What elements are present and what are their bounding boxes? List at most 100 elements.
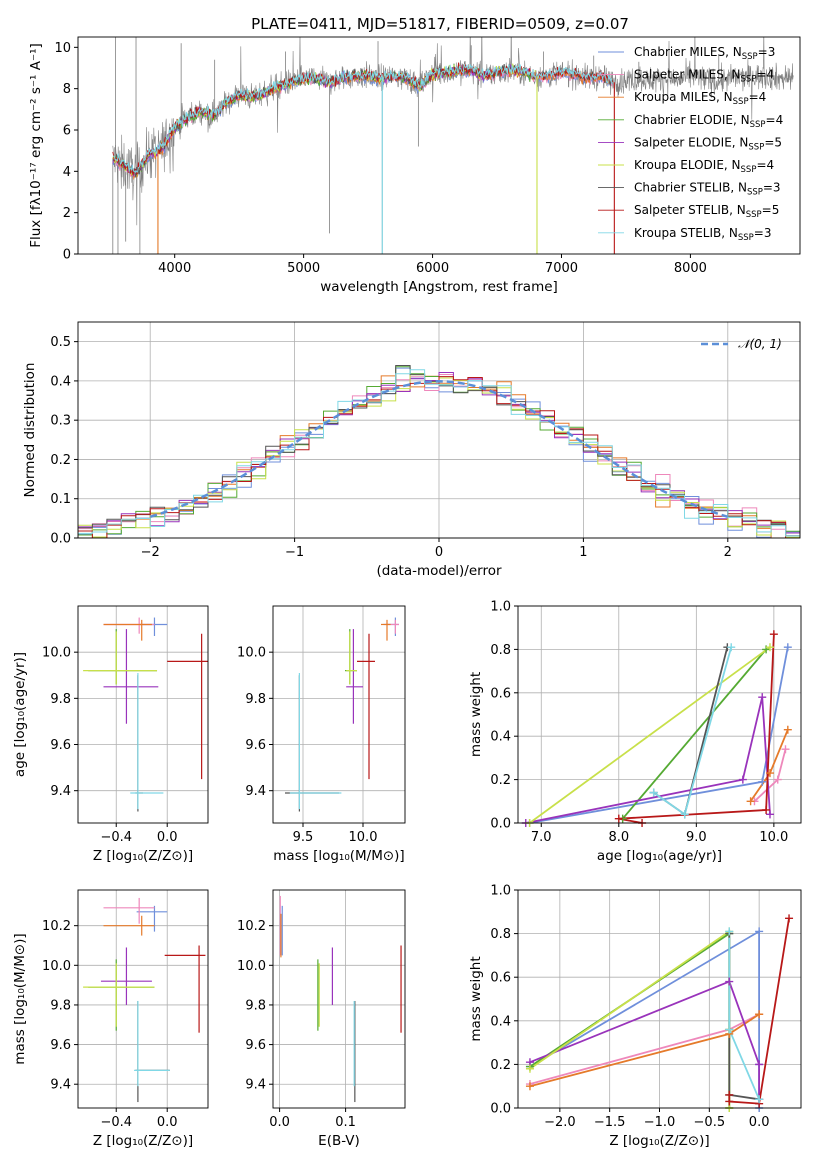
mass-weight-marker-salpeter_stelib: [785, 914, 794, 923]
x-tick-label: 0.0: [269, 1115, 290, 1130]
panel-mass_weight_vs_age: 7.0 8.0 9.0 10.0 0.0 0.2 0.4 0.6 0.8 1.0 age [log₁…: [468, 600, 802, 864]
y-tick-label: 1.0: [490, 600, 511, 615]
x-tick-label: −2.0: [544, 1115, 576, 1130]
legend-suffix: =3: [754, 226, 772, 240]
y-tick-label: 10.2: [42, 919, 71, 934]
mass-weight-marker-kroupa_stelib: [725, 927, 734, 936]
normal-legend-label: 𝒩(0, 1): [738, 337, 782, 351]
mass-weight-marker-salpeter_stelib: [614, 814, 623, 823]
y-tick-label: 9.6: [245, 1038, 266, 1053]
y-axis-label: age [log₁₀(age/yr)]: [12, 652, 28, 777]
legend-subscript: SSP: [748, 142, 764, 152]
plot-area-residuals: [78, 365, 800, 538]
y-tick-label: 0.5: [50, 335, 71, 350]
legend-label: Salpeter ELODIE, N: [634, 135, 748, 149]
mass-weight-marker-kroupa_elodie: [525, 1064, 534, 1073]
y-tick-label: 9.6: [50, 1038, 71, 1053]
axes-frame: [77, 321, 801, 539]
legend-label: Chabrier ELODIE, N: [634, 113, 750, 127]
y-tick-label: 9.4: [245, 784, 266, 799]
x-tick-label: −0.4: [100, 1115, 132, 1130]
mass-weight-marker-kroupa_stelib: [725, 1025, 734, 1034]
x-tick-label: −1.0: [644, 1115, 676, 1130]
panel-residuals: −2 −1 0 1 2 0.0 0.1 0.2 0.3 0.4 0.5 (data-model)/er…: [22, 321, 801, 579]
y-axis-label: mass [log₁₀(M/M⊙)]: [12, 933, 28, 1064]
legend-subscript: SSP: [741, 165, 757, 175]
legend-label: Salpeter STELIB, N: [634, 203, 746, 217]
axes-frame: [272, 605, 406, 824]
mass-weight-line-kroupa_elodie: [529, 646, 771, 823]
y-tick-label: 1.0: [490, 884, 511, 899]
y-tick-label: 10.0: [42, 646, 71, 661]
x-tick-label: −0.4: [100, 830, 132, 845]
x-axis-label: E(B-V): [318, 1133, 360, 1149]
x-axis-label: Z [log₁₀(Z/Z⊙)]: [609, 1133, 709, 1149]
y-tick-label: 0.4: [490, 1014, 511, 1029]
legend-entry-salpeter_miles: Salpeter MILES, NSSP=4: [634, 68, 774, 85]
y-tick-label: 6: [63, 124, 71, 139]
legend-suffix: =4: [766, 113, 784, 127]
mass-weight-marker-kroupa_stelib: [680, 810, 689, 819]
spectrum-title: PLATE=0411, MJD=51817, FIBERID=0509, z=0…: [251, 15, 629, 33]
legend-entry-kroupa_stelib: Kroupa STELIB, NSSP=3: [634, 226, 772, 243]
plot-area-mass_vs_ebv: [279, 895, 402, 1103]
x-axis-label: mass [log₁₀(M/M⊙)]: [273, 848, 404, 864]
mass-weight-line-chabrier_elodie: [622, 648, 767, 820]
x-tick-label: 0: [435, 545, 443, 560]
plot-area-spectrum: [112, 37, 794, 254]
mass-weight-marker-kroupa_miles: [783, 725, 792, 734]
y-tick-label: 0.2: [50, 453, 71, 468]
x-tick-label: 10.0: [759, 830, 788, 845]
x-tick-label: −1.5: [594, 1115, 626, 1130]
mass-weight-marker-kroupa_miles: [525, 1082, 534, 1091]
mass-weight-marker-kroupa_elodie: [765, 643, 774, 652]
x-tick-label: 1: [579, 545, 587, 560]
residual-histogram-kroupa_stelib: [78, 369, 800, 537]
legend-label: Kroupa ELODIE, N: [634, 158, 741, 172]
y-tick-label: 0.2: [490, 773, 511, 788]
legend-suffix: =3: [758, 45, 776, 59]
x-tick-label: 8000: [674, 261, 707, 276]
normal-distribution-curve: [149, 380, 729, 518]
y-tick-label: 0.6: [490, 971, 511, 986]
x-axis-label: wavelength [Angstrom, rest frame]: [320, 279, 558, 295]
legend-label: Chabrier STELIB, N: [634, 181, 747, 195]
x-tick-label: 7000: [545, 261, 578, 276]
y-axis-label: mass weight: [468, 956, 484, 1041]
legend-subscript: SSP: [738, 233, 754, 243]
axes-frame: [77, 605, 209, 824]
y-tick-label: 9.8: [50, 692, 71, 707]
legend-entry-chabrier_elodie: Chabrier ELODIE, NSSP=4: [634, 113, 783, 130]
y-tick-label: 9.8: [50, 998, 71, 1013]
x-tick-label: 0.1: [335, 1115, 356, 1130]
mass-weight-marker-kroupa_stelib: [727, 643, 736, 652]
legend-subscript: SSP: [742, 52, 758, 62]
panel-mass_weight_vs_Z: −2.0 −1.5 −1.0 −0.5 0.0 0.0 0.2 0.4 0.6 0.8 1.0 Z […: [468, 884, 802, 1149]
axes-frame: [77, 889, 209, 1109]
y-tick-label: 10.2: [237, 919, 266, 934]
x-axis-label: (data-model)/error: [376, 563, 502, 579]
y-tick-label: 0.2: [490, 1058, 511, 1073]
mass-weight-marker-salpeter_stelib: [762, 805, 771, 814]
y-tick-label: 9.8: [245, 692, 266, 707]
legend-suffix: =4: [756, 68, 774, 82]
y-tick-label: 0.8: [490, 643, 511, 658]
x-tick-label: 10.0: [349, 830, 378, 845]
plot-area-age_vs_mass: [285, 617, 399, 812]
legend-entry-kroupa_miles: Kroupa MILES, NSSP=4: [634, 90, 766, 107]
legend-suffix: =5: [764, 135, 782, 149]
x-axis-label: Z [log₁₀(Z/Z⊙)]: [93, 1133, 193, 1149]
plot-area-age_vs_Z: [83, 617, 208, 812]
x-tick-label: 0.0: [749, 1115, 770, 1130]
plot-area-mass_vs_Z: [83, 897, 206, 1103]
y-tick-label: 10.0: [237, 959, 266, 974]
mass-weight-marker-kroupa_miles: [765, 769, 774, 778]
mass-weight-marker-salpeter_miles: [773, 775, 782, 784]
panel-mass_vs_ebv: 0.0 0.1 9.4 9.6 9.8 10.0 10.2 E(B-V): [237, 889, 406, 1149]
mass-weight-marker-chabrier_miles: [758, 777, 767, 786]
y-tick-label: 0.1: [50, 492, 71, 507]
y-tick-label: 8: [63, 82, 71, 97]
mass-weight-marker-salpeter_elodie: [758, 693, 767, 702]
y-tick-label: 0.0: [490, 817, 511, 832]
